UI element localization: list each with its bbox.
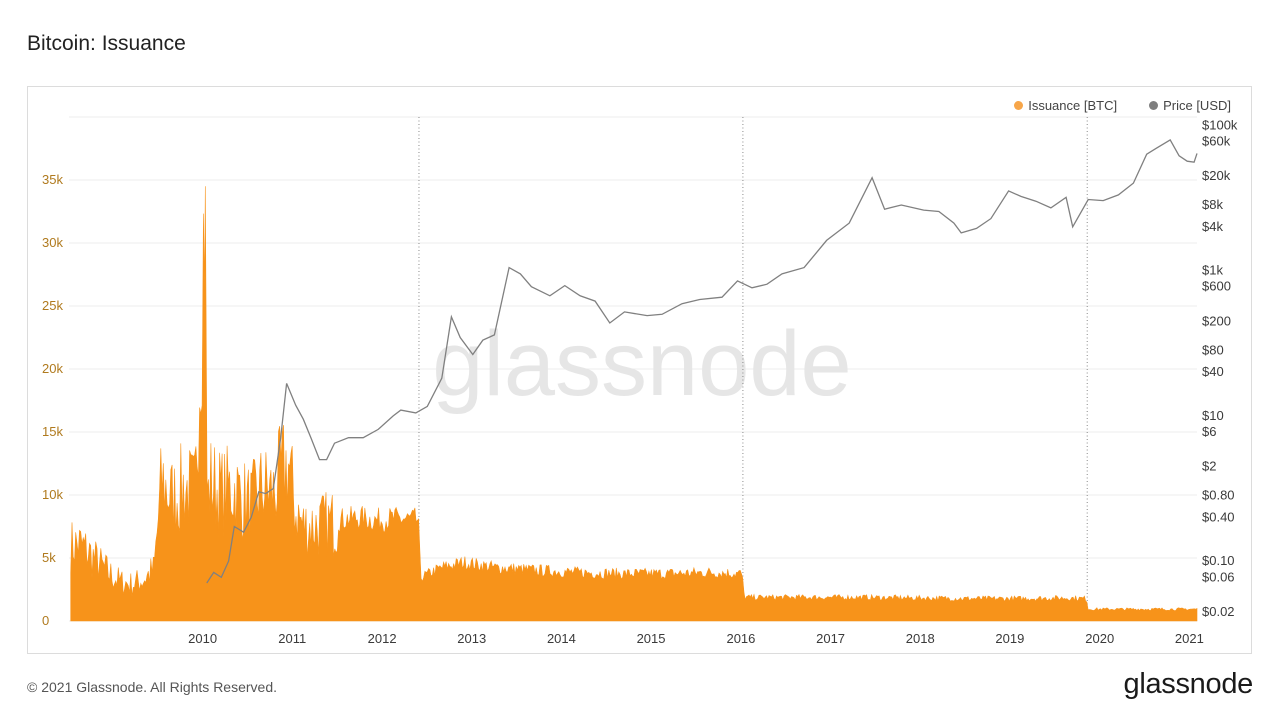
legend-dot-issuance — [1014, 101, 1024, 110]
right-axis-tick-label: $10 — [1202, 408, 1224, 423]
right-axis-tick-label: $60k — [1202, 133, 1231, 148]
x-axis-tick-label: 2011 — [278, 631, 306, 646]
x-axis-tick-label: 2013 — [457, 631, 486, 646]
left-axis-tick-label: 20k — [42, 361, 63, 376]
chart-panel: glassnode 0 5k 10k 15k 20k 25k 30k 35k $0.02 $0.06… — [27, 86, 1252, 654]
legend-item-price[interactable]: Price [USD] — [1149, 98, 1231, 113]
left-axis-tick-label: 10k — [42, 487, 63, 502]
legend-dot-price — [1149, 101, 1159, 110]
chart-legend: Issuance [BTC] Price [USD] — [1014, 98, 1231, 113]
x-axis-tick-label: 2016 — [726, 631, 755, 646]
chart: glassnode 0 5k 10k 15k 20k 25k 30k 35k $0.02 $0.06… — [42, 116, 1238, 646]
right-axis-tick-label: $6 — [1202, 424, 1216, 439]
page-title: Bitcoin: Issuance — [27, 32, 186, 55]
x-axis-tick-label: 2017 — [816, 631, 845, 646]
right-axis-tick-label: $40 — [1202, 364, 1224, 379]
right-axis-tick-label: $200 — [1202, 313, 1231, 328]
price-line — [206, 138, 1198, 584]
right-axis-tick-label: $600 — [1202, 279, 1231, 294]
left-axis-tick-label: 30k — [42, 235, 63, 250]
right-axis-tick-label: $0.80 — [1202, 488, 1235, 503]
right-axis-tick-label: $8k — [1202, 197, 1223, 212]
issuance-area — [70, 186, 1198, 622]
x-axis-tick-label: 2012 — [368, 631, 397, 646]
left-axis-tick-label: 0 — [42, 613, 49, 628]
right-axis-tick-label: $20k — [1202, 168, 1231, 183]
right-axis-tick-label: $2 — [1202, 459, 1216, 474]
x-axis-tick-label: 2015 — [637, 631, 666, 646]
legend-label-issuance: Issuance [BTC] — [1028, 98, 1118, 113]
x-axis-tick-label: 2010 — [188, 631, 217, 646]
right-axis-tick-label: $0.02 — [1202, 604, 1235, 619]
right-axis-tick-label: $0.06 — [1202, 569, 1235, 584]
right-axis-tick-label: $100k — [1202, 117, 1238, 132]
x-axis-tick-label: 2014 — [547, 631, 576, 646]
right-axis-tick-label: $1k — [1202, 263, 1223, 278]
legend-item-issuance[interactable]: Issuance [BTC] — [1014, 98, 1117, 113]
right-axis-tick-label: $80 — [1202, 342, 1224, 357]
left-axis-tick-label: 35k — [42, 172, 63, 187]
x-axis-tick-label: 2019 — [995, 631, 1024, 646]
copyright-text: © 2021 Glassnode. All Rights Reserved. — [27, 679, 278, 695]
left-axis-tick-label: 25k — [42, 298, 63, 313]
x-axis-tick-label: 2021 — [1175, 631, 1204, 646]
right-axis-tick-label: $0.40 — [1202, 509, 1235, 524]
left-axis-tick-label: 15k — [42, 424, 63, 439]
right-axis-tick-label: $4k — [1202, 219, 1223, 234]
x-axis-tick-label: 2020 — [1085, 631, 1114, 646]
glassnode-logo[interactable]: glassnode — [1123, 668, 1253, 700]
left-axis-tick-label: 5k — [42, 550, 56, 565]
right-axis-tick-label: $0.10 — [1202, 553, 1235, 568]
watermark-text: glassnode — [432, 313, 851, 415]
x-axis-tick-label: 2018 — [906, 631, 935, 646]
legend-label-price: Price [USD] — [1163, 98, 1231, 113]
